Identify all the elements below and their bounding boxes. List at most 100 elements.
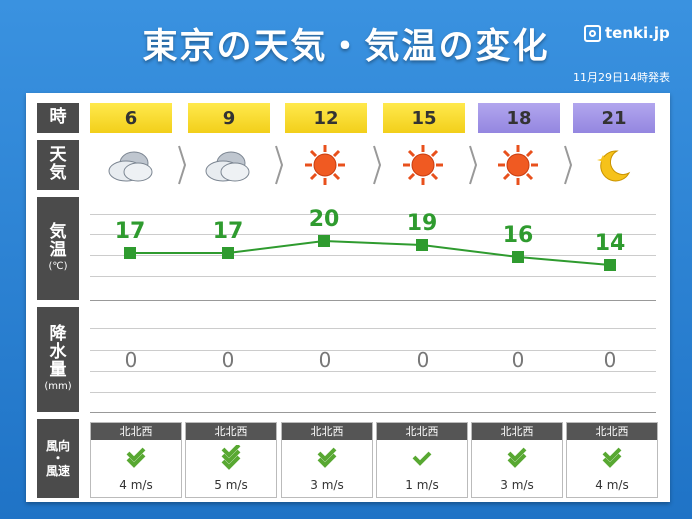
- temp-label: 17: [212, 219, 244, 244]
- wind-card: 北北西 4 m/s: [566, 422, 658, 498]
- wind-card: 北北西 5 m/s: [185, 422, 277, 498]
- hour-label: 21: [601, 107, 627, 129]
- hour-cell: 15: [383, 103, 465, 133]
- chevron-right-icon: [564, 145, 573, 185]
- hour-cell: 18: [478, 103, 560, 133]
- chevron-right-icon: [178, 145, 187, 185]
- sun-icon: [285, 140, 365, 190]
- hour-label: 6: [124, 107, 138, 129]
- hour-label: 9: [222, 107, 236, 129]
- wind-direction: 北北西: [472, 423, 562, 440]
- temp-label: 16: [502, 223, 534, 248]
- grid-line: [90, 392, 656, 393]
- wind-arrow-icon: [567, 440, 657, 478]
- row-label-precip-2: 水: [49, 342, 67, 363]
- wind-speed: 3 m/s: [500, 478, 534, 492]
- temp-point: [222, 247, 234, 259]
- precip-value: 0: [416, 348, 430, 372]
- row-label-time: 時: [37, 103, 79, 133]
- grid-line: [90, 234, 656, 235]
- row-label-temp: 気 温 (℃): [37, 197, 79, 300]
- wind-speed: 5 m/s: [214, 478, 248, 492]
- row-divider: [90, 300, 656, 301]
- cloud-icon: [188, 140, 268, 190]
- sun-icon: [383, 140, 463, 190]
- temp-label: 19: [406, 211, 438, 236]
- wind-speed: 1 m/s: [405, 478, 439, 492]
- row-label-wind-2: ・: [51, 451, 64, 466]
- chevron-right-icon: [373, 145, 382, 185]
- temp-point: [318, 235, 330, 247]
- grid-line: [90, 214, 656, 215]
- wind-speed: 4 m/s: [119, 478, 153, 492]
- temp-label: 20: [308, 207, 340, 232]
- issued-time: 11月29日14時発表: [573, 71, 670, 84]
- hour-cell: 12: [285, 103, 367, 133]
- row-label-weather: 天 気: [37, 140, 79, 190]
- row-label-temp-2: 温: [49, 240, 67, 261]
- wind-card: 北北西 3 m/s: [471, 422, 563, 498]
- hour-cell: 9: [188, 103, 270, 133]
- row-label-weather-1: 天: [49, 145, 67, 166]
- row-label-wind: 風向 ・ 風速: [37, 419, 79, 498]
- brand-logo: tenki.jp: [584, 24, 670, 42]
- precip-value: 0: [221, 348, 235, 372]
- row-label-weather-2: 気: [49, 163, 67, 183]
- row-label-precip-unit: (mm): [44, 381, 72, 393]
- grid-line: [90, 328, 656, 329]
- chevron-right-icon: [275, 145, 284, 185]
- hour-label: 18: [506, 107, 532, 129]
- brand-name: tenki.jp: [605, 24, 670, 42]
- wind-card: 北北西 4 m/s: [90, 422, 182, 498]
- wind-direction: 北北西: [91, 423, 181, 440]
- temp-label: 17: [114, 219, 146, 244]
- chevron-right-icon: [469, 145, 478, 185]
- wind-direction: 北北西: [377, 423, 467, 440]
- cloud-icon: [91, 140, 171, 190]
- row-label-wind-1: 風向: [45, 438, 70, 453]
- temp-label: 14: [594, 231, 626, 256]
- hour-cell: 6: [90, 103, 172, 133]
- precip-value: 0: [318, 348, 332, 372]
- wind-direction: 北北西: [282, 423, 372, 440]
- wind-arrow-icon: [91, 440, 181, 478]
- wind-arrow-icon: [377, 440, 467, 478]
- row-label-precip-1: 降: [49, 324, 67, 345]
- row-label-temp-1: 気: [49, 222, 67, 243]
- temp-point: [512, 251, 524, 263]
- page-title: 東京の天気・気温の変化: [142, 27, 550, 67]
- grid-line: [90, 350, 656, 351]
- grid-line: [90, 255, 656, 256]
- row-label-wind-3: 風速: [45, 463, 70, 478]
- wind-direction: 北北西: [186, 423, 276, 440]
- wind-arrow-icon: [472, 440, 562, 478]
- hour-cell: 21: [573, 103, 655, 133]
- wind-card: 北北西 3 m/s: [281, 422, 373, 498]
- wind-card: 北北西 1 m/s: [376, 422, 468, 498]
- grid-line: [90, 371, 656, 372]
- row-label-time-text: 時: [49, 107, 67, 128]
- wind-arrow-icon: [186, 440, 276, 478]
- grid-line: [90, 276, 656, 277]
- precip-value: 0: [511, 348, 525, 372]
- temp-line: [130, 239, 611, 266]
- row-label-temp-unit: (℃): [48, 261, 68, 273]
- hour-label: 15: [411, 107, 437, 129]
- wind-speed: 3 m/s: [310, 478, 344, 492]
- tenki-logo-icon: [584, 24, 601, 42]
- precip-value: 0: [124, 348, 138, 372]
- temp-point: [416, 239, 428, 251]
- moon-icon: [573, 140, 653, 190]
- wind-direction: 北北西: [567, 423, 657, 440]
- hour-label: 12: [313, 107, 339, 129]
- temp-point: [604, 259, 616, 271]
- row-label-precip: 降 水 量 (mm): [37, 307, 79, 412]
- sun-icon: [478, 140, 558, 190]
- temp-point: [124, 247, 136, 259]
- row-label-precip-3: 量: [49, 360, 67, 381]
- row-divider: [90, 412, 656, 413]
- wind-arrow-icon: [282, 440, 372, 478]
- wind-speed: 4 m/s: [595, 478, 629, 492]
- precip-value: 0: [603, 348, 617, 372]
